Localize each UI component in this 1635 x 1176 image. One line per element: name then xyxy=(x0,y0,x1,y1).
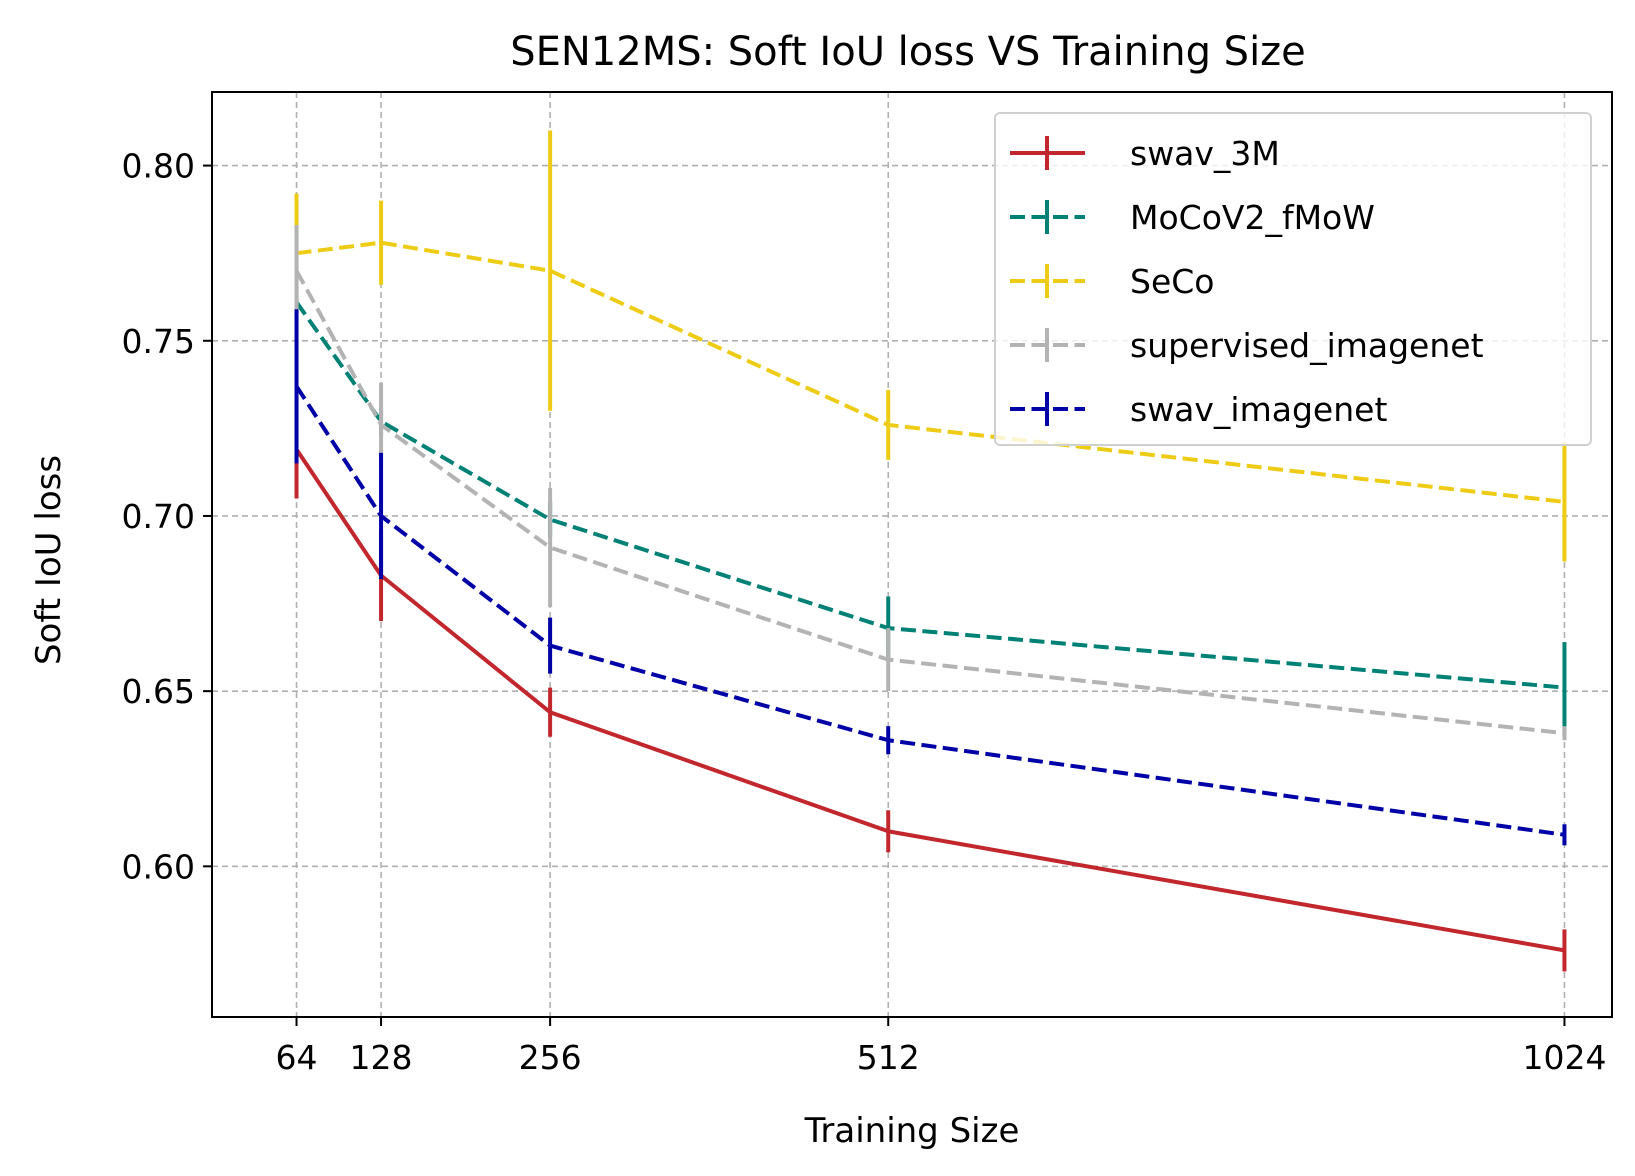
y-tick-label: 0.60 xyxy=(122,847,195,886)
series-line xyxy=(294,301,1565,690)
legend-label: swav_3M xyxy=(1130,134,1280,173)
x-tick-label: 512 xyxy=(857,1038,920,1077)
series-line xyxy=(296,240,1565,504)
legend-entry: swav_3M xyxy=(1010,134,1280,173)
legend-box xyxy=(994,112,1592,446)
x-tick-label: 128 xyxy=(350,1038,413,1077)
series-swav_imagenet xyxy=(294,309,1567,846)
series-line xyxy=(294,448,1565,953)
legend-entry: swav_imagenet xyxy=(1010,390,1387,429)
legend-entry: MoCoV2_fMoW xyxy=(1010,198,1375,237)
x-tick-label: 64 xyxy=(276,1038,318,1077)
x-tick-label: 256 xyxy=(519,1038,582,1077)
series-line xyxy=(294,385,1565,837)
series-line xyxy=(294,269,1565,736)
x-tick-label: 1024 xyxy=(1522,1038,1606,1077)
y-tick-label: 0.70 xyxy=(122,497,195,536)
chart-title: SEN12MS: Soft IoU loss VS Training Size xyxy=(510,29,1306,75)
series-swav_3M xyxy=(294,400,1567,972)
y-axis: 0.60 0.65 0.70 0.75 0.80 xyxy=(122,147,212,886)
x-axis-label: Training Size xyxy=(804,1111,1020,1151)
series-layer xyxy=(294,130,1567,972)
legend-label: swav_imagenet xyxy=(1130,390,1387,429)
legend-entry: SeCo xyxy=(1010,262,1214,301)
x-axis: 64 128 256 512 1024 xyxy=(276,1017,1606,1077)
y-tick-label: 0.65 xyxy=(122,672,195,711)
legend: swav_3M MoCoV2_fMoW SeCo supervised_imagene… xyxy=(994,112,1592,446)
legend-label: MoCoV2_fMoW xyxy=(1130,198,1375,237)
y-tick-label: 0.75 xyxy=(122,322,195,361)
y-axis-label: Soft IoU loss xyxy=(29,455,69,665)
plot-area-frame xyxy=(211,91,1613,1018)
y-tick-label: 0.80 xyxy=(122,147,195,186)
legend-label: SeCo xyxy=(1130,262,1214,301)
legend-label: supervised_imagenet xyxy=(1130,326,1484,365)
legend-entry: supervised_imagenet xyxy=(1010,326,1484,365)
